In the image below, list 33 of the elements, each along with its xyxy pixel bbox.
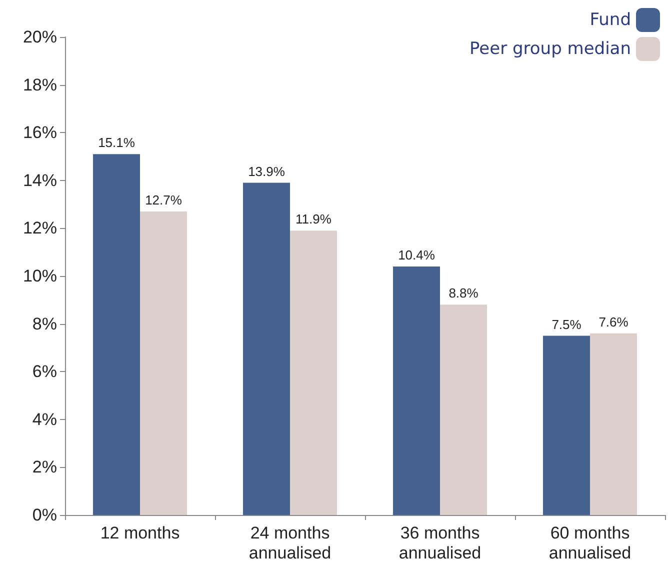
y-tick-label: 10%	[22, 266, 57, 286]
y-tick-label: 20%	[22, 28, 57, 46]
y-tick-label: 14%	[22, 170, 57, 190]
y-tick-label: 0%	[32, 506, 57, 524]
x-tick-label: 60 months annualised	[548, 524, 632, 562]
data-label: 8.8%	[448, 286, 479, 301]
bar	[543, 336, 590, 515]
y-tick-label: 4%	[32, 410, 57, 429]
bar	[140, 211, 187, 515]
x-tick-label: 24 months annualised	[248, 524, 332, 562]
y-tick-label: 8%	[32, 314, 57, 334]
y-tick-label: 18%	[22, 75, 57, 94]
data-label: 7.6%	[598, 314, 629, 330]
x-tick-label: 12 months	[100, 524, 180, 542]
y-tick-label: 16%	[22, 123, 57, 142]
data-label: 12.7%	[145, 192, 182, 208]
bar	[243, 182, 290, 515]
y-tick-label: 2%	[32, 458, 57, 477]
y-tick-label: 6%	[32, 362, 57, 382]
y-tick-label: 12%	[22, 218, 57, 238]
data-label: 13.9%	[248, 164, 286, 179]
bar	[440, 304, 487, 515]
data-label: 15.1%	[98, 135, 136, 150]
legend-label: Peer group median	[470, 39, 631, 59]
bar	[93, 154, 140, 515]
data-label: 7.5%	[552, 316, 582, 332]
bar	[393, 266, 440, 515]
data-label: 10.4%	[398, 247, 436, 262]
bar	[590, 333, 637, 515]
legend-label: Fund	[590, 10, 631, 30]
data-label: 11.9%	[296, 212, 332, 227]
bar	[290, 230, 337, 515]
x-tick-label: 36 months annualised	[398, 524, 482, 562]
